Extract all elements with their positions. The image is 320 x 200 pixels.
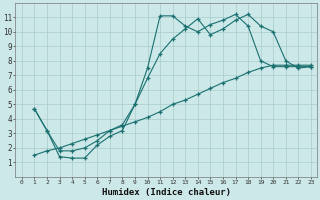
X-axis label: Humidex (Indice chaleur): Humidex (Indice chaleur) (102, 188, 231, 197)
